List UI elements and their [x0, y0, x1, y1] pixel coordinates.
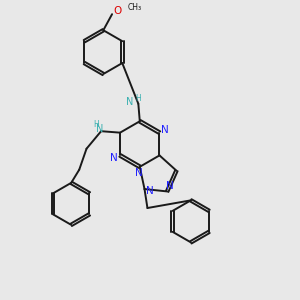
- Text: N: N: [166, 181, 174, 190]
- Text: N: N: [127, 97, 134, 107]
- Text: CH₃: CH₃: [128, 3, 142, 12]
- Text: N: N: [146, 185, 154, 196]
- Text: N: N: [135, 168, 143, 178]
- Text: H: H: [93, 120, 99, 129]
- Text: N: N: [110, 153, 118, 163]
- Text: H: H: [135, 94, 141, 103]
- Text: N: N: [96, 124, 103, 134]
- Text: O: O: [113, 6, 122, 16]
- Text: N: N: [161, 125, 169, 135]
